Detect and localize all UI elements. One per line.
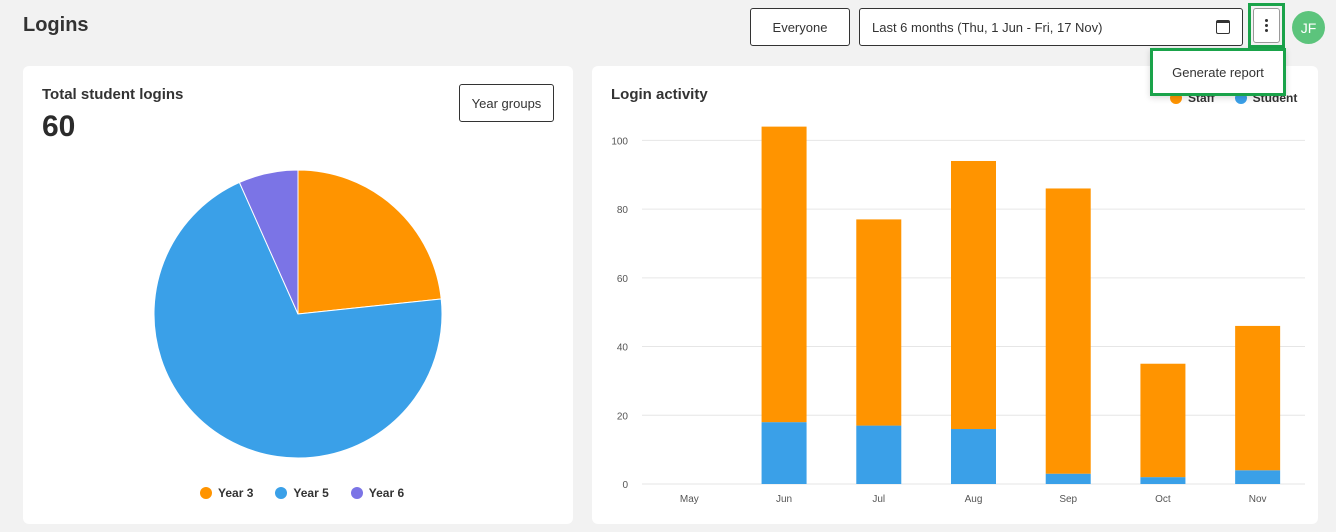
audience-filter-button[interactable]: Everyone xyxy=(750,8,850,46)
page-title: Logins xyxy=(23,14,89,36)
dot-icon xyxy=(1265,29,1268,32)
bar-staff-oct[interactable] xyxy=(1140,363,1186,478)
legend-dot xyxy=(350,487,363,499)
bar-staff-aug[interactable] xyxy=(951,160,996,430)
y-tick-label: 20 xyxy=(617,411,629,422)
pie-slice-year-6[interactable] xyxy=(238,169,299,315)
bar-student-aug[interactable] xyxy=(951,429,996,484)
legend-dot xyxy=(200,487,212,499)
x-tick-label: Nov xyxy=(1249,494,1267,505)
year-groups-button[interactable]: Year groups xyxy=(459,84,554,122)
more-options-highlight xyxy=(1248,3,1285,48)
total-logins-card: Total student logins 60 Year groups Year… xyxy=(23,66,573,524)
legend-item-year-5[interactable]: Year 5 xyxy=(275,486,329,500)
bar-student-sep[interactable] xyxy=(1045,473,1091,484)
bar-student-jun[interactable] xyxy=(761,422,807,484)
x-tick-label: Jun xyxy=(776,494,792,505)
generate-report-menu-item[interactable]: Generate report xyxy=(1150,48,1286,96)
legend-label: Year 6 xyxy=(368,486,405,500)
bar-staff-sep[interactable] xyxy=(1045,188,1091,474)
x-tick-label: Sep xyxy=(1059,494,1077,505)
bar-staff-jul[interactable] xyxy=(856,219,902,426)
bar-staff-jun[interactable] xyxy=(761,126,807,423)
legend-dot xyxy=(275,487,288,499)
y-tick-label: 0 xyxy=(622,480,628,491)
y-tick-label: 80 xyxy=(617,205,629,216)
y-tick-label: 60 xyxy=(617,274,629,285)
generate-report-label: Generate report xyxy=(1172,64,1264,80)
total-logins-count: 60 xyxy=(42,110,76,143)
pie-legend: Year 3 Year 5 Year 6 xyxy=(200,486,404,500)
legend-item-year-6[interactable]: Year 6 xyxy=(350,486,405,500)
login-activity-title: Login activity xyxy=(611,86,708,103)
bar-staff-nov[interactable] xyxy=(1235,325,1281,471)
date-range-picker[interactable]: Last 6 months (Thu, 1 Jun - Fri, 17 Nov) xyxy=(859,8,1243,46)
dot-icon xyxy=(1265,24,1268,27)
bar-chart: 0 20 40 60 80 100 May Jun Jul Aug Sep Oct Nov xyxy=(611,126,1305,505)
y-tick-label: 40 xyxy=(617,343,629,354)
calendar-icon xyxy=(1216,20,1230,34)
date-range-label: Last 6 months (Thu, 1 Jun - Fri, 17 Nov) xyxy=(872,19,1103,35)
audience-filter-label: Everyone xyxy=(772,19,828,35)
x-tick-label: Jul xyxy=(872,494,885,505)
x-tick-label: May xyxy=(680,494,699,505)
more-options-button[interactable] xyxy=(1253,8,1280,43)
pie-chart xyxy=(153,169,443,459)
dot-icon xyxy=(1265,19,1268,22)
bar-student-oct[interactable] xyxy=(1140,477,1186,484)
total-logins-title: Total student logins xyxy=(42,86,184,103)
bar-student-nov[interactable] xyxy=(1235,470,1281,484)
year-groups-label: Year groups xyxy=(471,95,542,111)
pie-slice-year-5[interactable] xyxy=(153,181,443,459)
bar-student-jul[interactable] xyxy=(856,425,902,484)
legend-item-year-3[interactable]: Year 3 xyxy=(200,486,253,500)
x-tick-label: Oct xyxy=(1155,494,1171,505)
legend-label: Year 5 xyxy=(293,486,329,500)
y-tick-label: 100 xyxy=(611,136,628,147)
x-tick-label: Aug xyxy=(965,494,983,505)
pie-slice-year-3[interactable] xyxy=(297,169,442,315)
avatar[interactable]: JF xyxy=(1292,11,1325,44)
login-activity-card: Login activity Staff Student 0 20 40 60 80 100… xyxy=(592,66,1318,524)
legend-label: Year 3 xyxy=(218,486,254,500)
